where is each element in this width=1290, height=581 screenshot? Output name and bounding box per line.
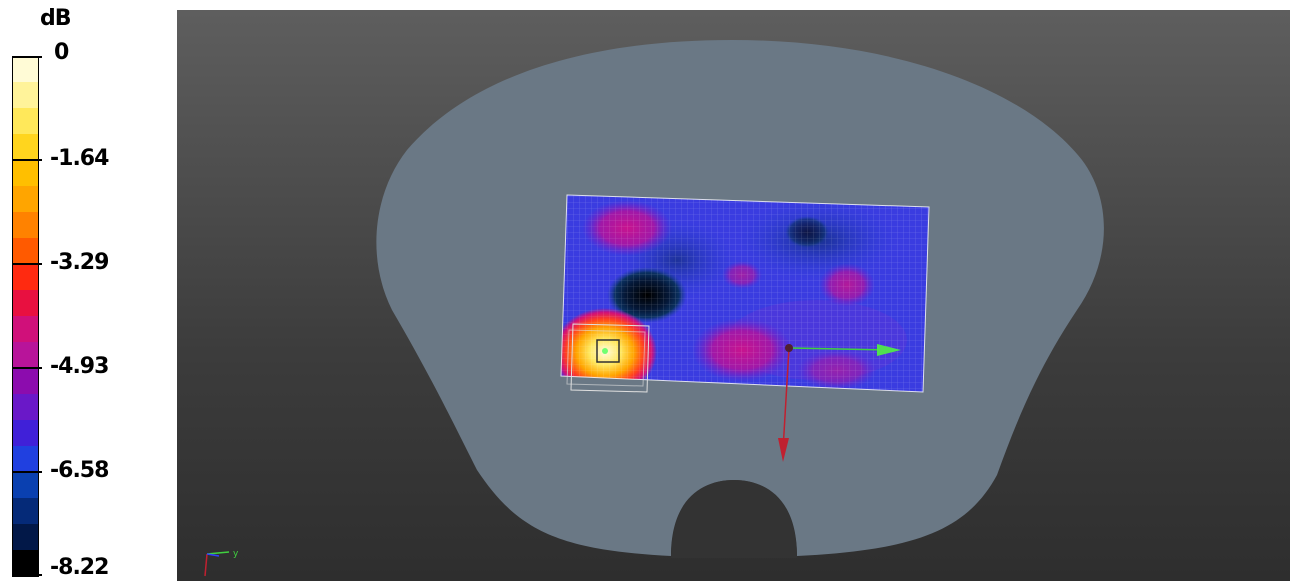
legend-color-segment bbox=[12, 212, 39, 239]
phantom-opening bbox=[671, 480, 797, 558]
legend-color-segment bbox=[12, 394, 39, 421]
legend-color-segment bbox=[12, 472, 39, 499]
3d-viewport[interactable]: y bbox=[177, 10, 1290, 581]
legend-bar-border bbox=[12, 56, 39, 576]
legend-color-bar bbox=[12, 56, 39, 577]
legend-tick-label: -6.58 bbox=[50, 457, 109, 483]
legend-color-segment bbox=[12, 446, 39, 473]
zoom-scan-box bbox=[566, 323, 650, 393]
legend-color-segment bbox=[12, 290, 39, 317]
legend-color-segment bbox=[12, 316, 39, 343]
legend-color-segment bbox=[12, 238, 39, 265]
orientation-axes: y bbox=[204, 549, 239, 577]
viewport-scene: y bbox=[204, 40, 1104, 577]
legend-color-segment bbox=[12, 56, 39, 83]
legend-tick-mark bbox=[12, 470, 42, 473]
legend-tick-mark bbox=[12, 263, 42, 266]
legend-tick-mark bbox=[12, 56, 42, 58]
color-scale-legend: dB 0 -1.64 -3.29 -4.93 -6.58 -8.22 bbox=[0, 0, 176, 581]
legend-tick-label: 0 bbox=[54, 40, 69, 65]
legend-tick-label: -8.22 bbox=[50, 555, 109, 580]
legend-color-segment bbox=[12, 82, 39, 109]
legend-color-segment bbox=[12, 134, 39, 161]
legend-tick-label: -1.64 bbox=[50, 146, 109, 172]
y-axis-label: y bbox=[233, 549, 239, 559]
sar-measurement-plane bbox=[561, 195, 929, 392]
legend-color-segment bbox=[12, 420, 39, 447]
legend-tick-label: -3.29 bbox=[50, 250, 109, 276]
legend-color-segment bbox=[12, 264, 39, 291]
legend-tick-mark bbox=[12, 574, 42, 576]
device-axes bbox=[778, 344, 901, 462]
legend-unit-label: dB bbox=[40, 6, 72, 31]
legend-color-segment bbox=[12, 550, 39, 577]
legend-tick-label: -4.93 bbox=[50, 353, 109, 379]
legend-tick-mark bbox=[12, 159, 42, 162]
legend-tick-mark bbox=[12, 366, 42, 369]
legend-color-segment bbox=[12, 186, 39, 213]
legend-color-segment bbox=[12, 498, 39, 525]
legend-color-segment bbox=[12, 108, 39, 135]
legend-color-segment bbox=[12, 160, 39, 187]
legend-color-segment bbox=[12, 368, 39, 395]
legend-color-segment bbox=[12, 524, 39, 551]
legend-color-segment bbox=[12, 342, 39, 369]
